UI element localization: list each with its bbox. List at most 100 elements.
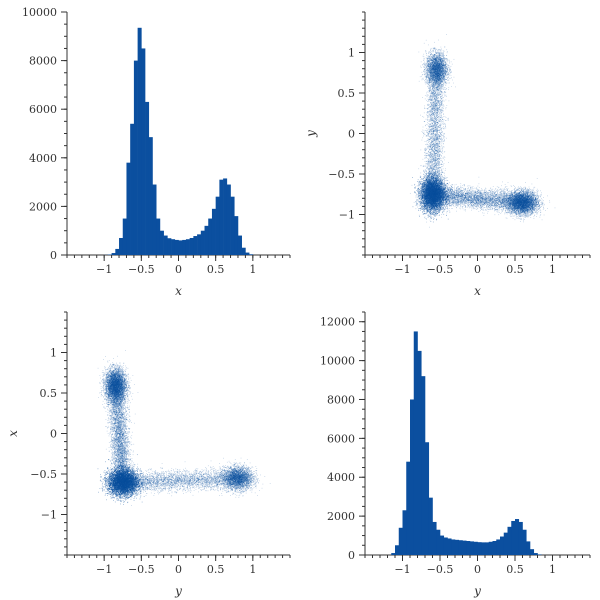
histogram-bar [511, 520, 516, 555]
histogram-bar [234, 216, 239, 255]
x-axis-label: y [174, 584, 182, 598]
histogram-bar [436, 529, 441, 555]
panel-hist-x: −1 −0.5 0 0.5 1 0 2000 4000 6000 8000 10000 x [22, 6, 291, 298]
histogram-bar [122, 218, 127, 255]
histogram-bar [537, 554, 542, 555]
histogram-bar [455, 539, 460, 555]
x-tick-label: 0 [474, 563, 481, 576]
histogram-bars [391, 331, 542, 555]
y-tick-label: 4000 [29, 152, 57, 165]
x-axis-label: x [474, 284, 481, 298]
y-tick-label: −0.5 [328, 168, 355, 181]
histogram-bar [518, 521, 523, 555]
histogram-bar [500, 536, 505, 555]
scatter-canvas [67, 312, 290, 555]
histogram-bar [507, 526, 512, 555]
x-tick-label: −0.5 [128, 263, 155, 276]
y-tick-label: 12000 [320, 316, 355, 329]
histogram-bar [425, 442, 430, 555]
y-tick-label: 10000 [320, 355, 355, 368]
histogram-bar [526, 541, 531, 555]
histogram-bar [462, 540, 467, 555]
histogram-bar [178, 240, 183, 255]
histogram-bar [223, 178, 228, 255]
histogram-bar [515, 519, 520, 555]
histogram-bar [443, 537, 448, 555]
histogram-bar [171, 239, 176, 255]
histogram-bar [208, 218, 213, 255]
histogram-bar [522, 529, 527, 555]
histogram-bar [530, 549, 535, 555]
y-tick-label: 0 [348, 128, 355, 141]
scatter-points [67, 312, 290, 555]
histogram-bar [410, 399, 415, 555]
y-tick-label: 0 [50, 428, 57, 441]
y-tick-label: 0.5 [40, 387, 58, 400]
y-tick-label: −1 [41, 509, 57, 522]
x-axis-label: y [473, 584, 481, 598]
histogram-bar [211, 208, 216, 255]
x-tick-label: −1 [394, 563, 410, 576]
histogram-bar [402, 510, 407, 555]
histogram-bar [204, 225, 209, 255]
histogram-bar [115, 248, 120, 255]
histogram-bar [428, 497, 433, 555]
histogram-bar [237, 235, 242, 255]
x-tick-label: 0.5 [207, 563, 225, 576]
x-tick-label: 0.5 [207, 263, 225, 276]
histogram-bar [473, 541, 478, 555]
x-tick-label: −0.5 [427, 563, 454, 576]
x-tick-label: 1 [549, 563, 556, 576]
histogram-bar [458, 540, 463, 555]
histogram-bar [133, 60, 138, 255]
histogram-bar [215, 196, 220, 255]
panel-hist-y: −1 −0.5 0 0.5 1 0 2000 4000 6000 8000 10000 12000 y [320, 311, 591, 598]
histogram-bar [447, 538, 452, 555]
y-tick-label: 0 [348, 549, 355, 562]
scatter-canvas [365, 12, 590, 255]
x-tick-label: −0.5 [427, 263, 454, 276]
x-axis-label: x [175, 284, 182, 298]
histogram-bar [241, 247, 246, 255]
y-tick-label: 0.5 [338, 87, 356, 100]
histogram-bar [185, 239, 190, 255]
histogram-bar [141, 48, 146, 256]
x-tick-label: −0.5 [128, 563, 155, 576]
histogram-bar [245, 252, 250, 255]
x-tick-label: 0 [175, 263, 182, 276]
x-tick-label: 0 [474, 263, 481, 276]
y-axis-label: y [304, 130, 318, 138]
histogram-bar [137, 27, 142, 256]
histogram-bar [126, 162, 131, 255]
histogram-bar [249, 254, 254, 255]
histogram-bars [104, 27, 254, 256]
y-tick-label: 1 [348, 47, 355, 60]
x-tick-label: 1 [249, 263, 256, 276]
panel-scatter-x-y: −1 −0.5 0 0.5 1 −1 −0.5 0 0.5 1 x y [304, 11, 591, 298]
x-tick-label: 0 [175, 563, 182, 576]
x-tick-label: −1 [96, 563, 112, 576]
histogram-bar [451, 539, 456, 555]
histogram-bar [477, 542, 482, 555]
histogram-bar [111, 253, 116, 255]
y-tick-label: 0 [50, 249, 57, 262]
histogram-bar [395, 545, 400, 555]
histogram-bar [406, 461, 411, 555]
x-tick-label: 1 [249, 563, 256, 576]
histogram-bar [193, 236, 198, 255]
histogram-bar [163, 235, 168, 255]
y-tick-label: 2000 [327, 510, 355, 523]
y-tick-label: 8000 [29, 55, 57, 68]
x-tick-label: 1 [549, 263, 556, 276]
histogram-bar [156, 218, 161, 255]
histogram-bar [230, 196, 235, 255]
histogram-bar [485, 542, 490, 555]
histogram-bar [398, 527, 403, 555]
x-tick-label: −1 [394, 263, 410, 276]
histogram-bar [197, 234, 202, 255]
panel-scatter-y-x: −1 −0.5 0 0.5 1 −1 −0.5 0 0.5 1 y x [6, 311, 291, 598]
y-tick-label: 2000 [29, 200, 57, 213]
histogram-bar [492, 541, 497, 555]
histogram-bar [226, 184, 231, 255]
x-tick-label: 0.5 [506, 563, 524, 576]
